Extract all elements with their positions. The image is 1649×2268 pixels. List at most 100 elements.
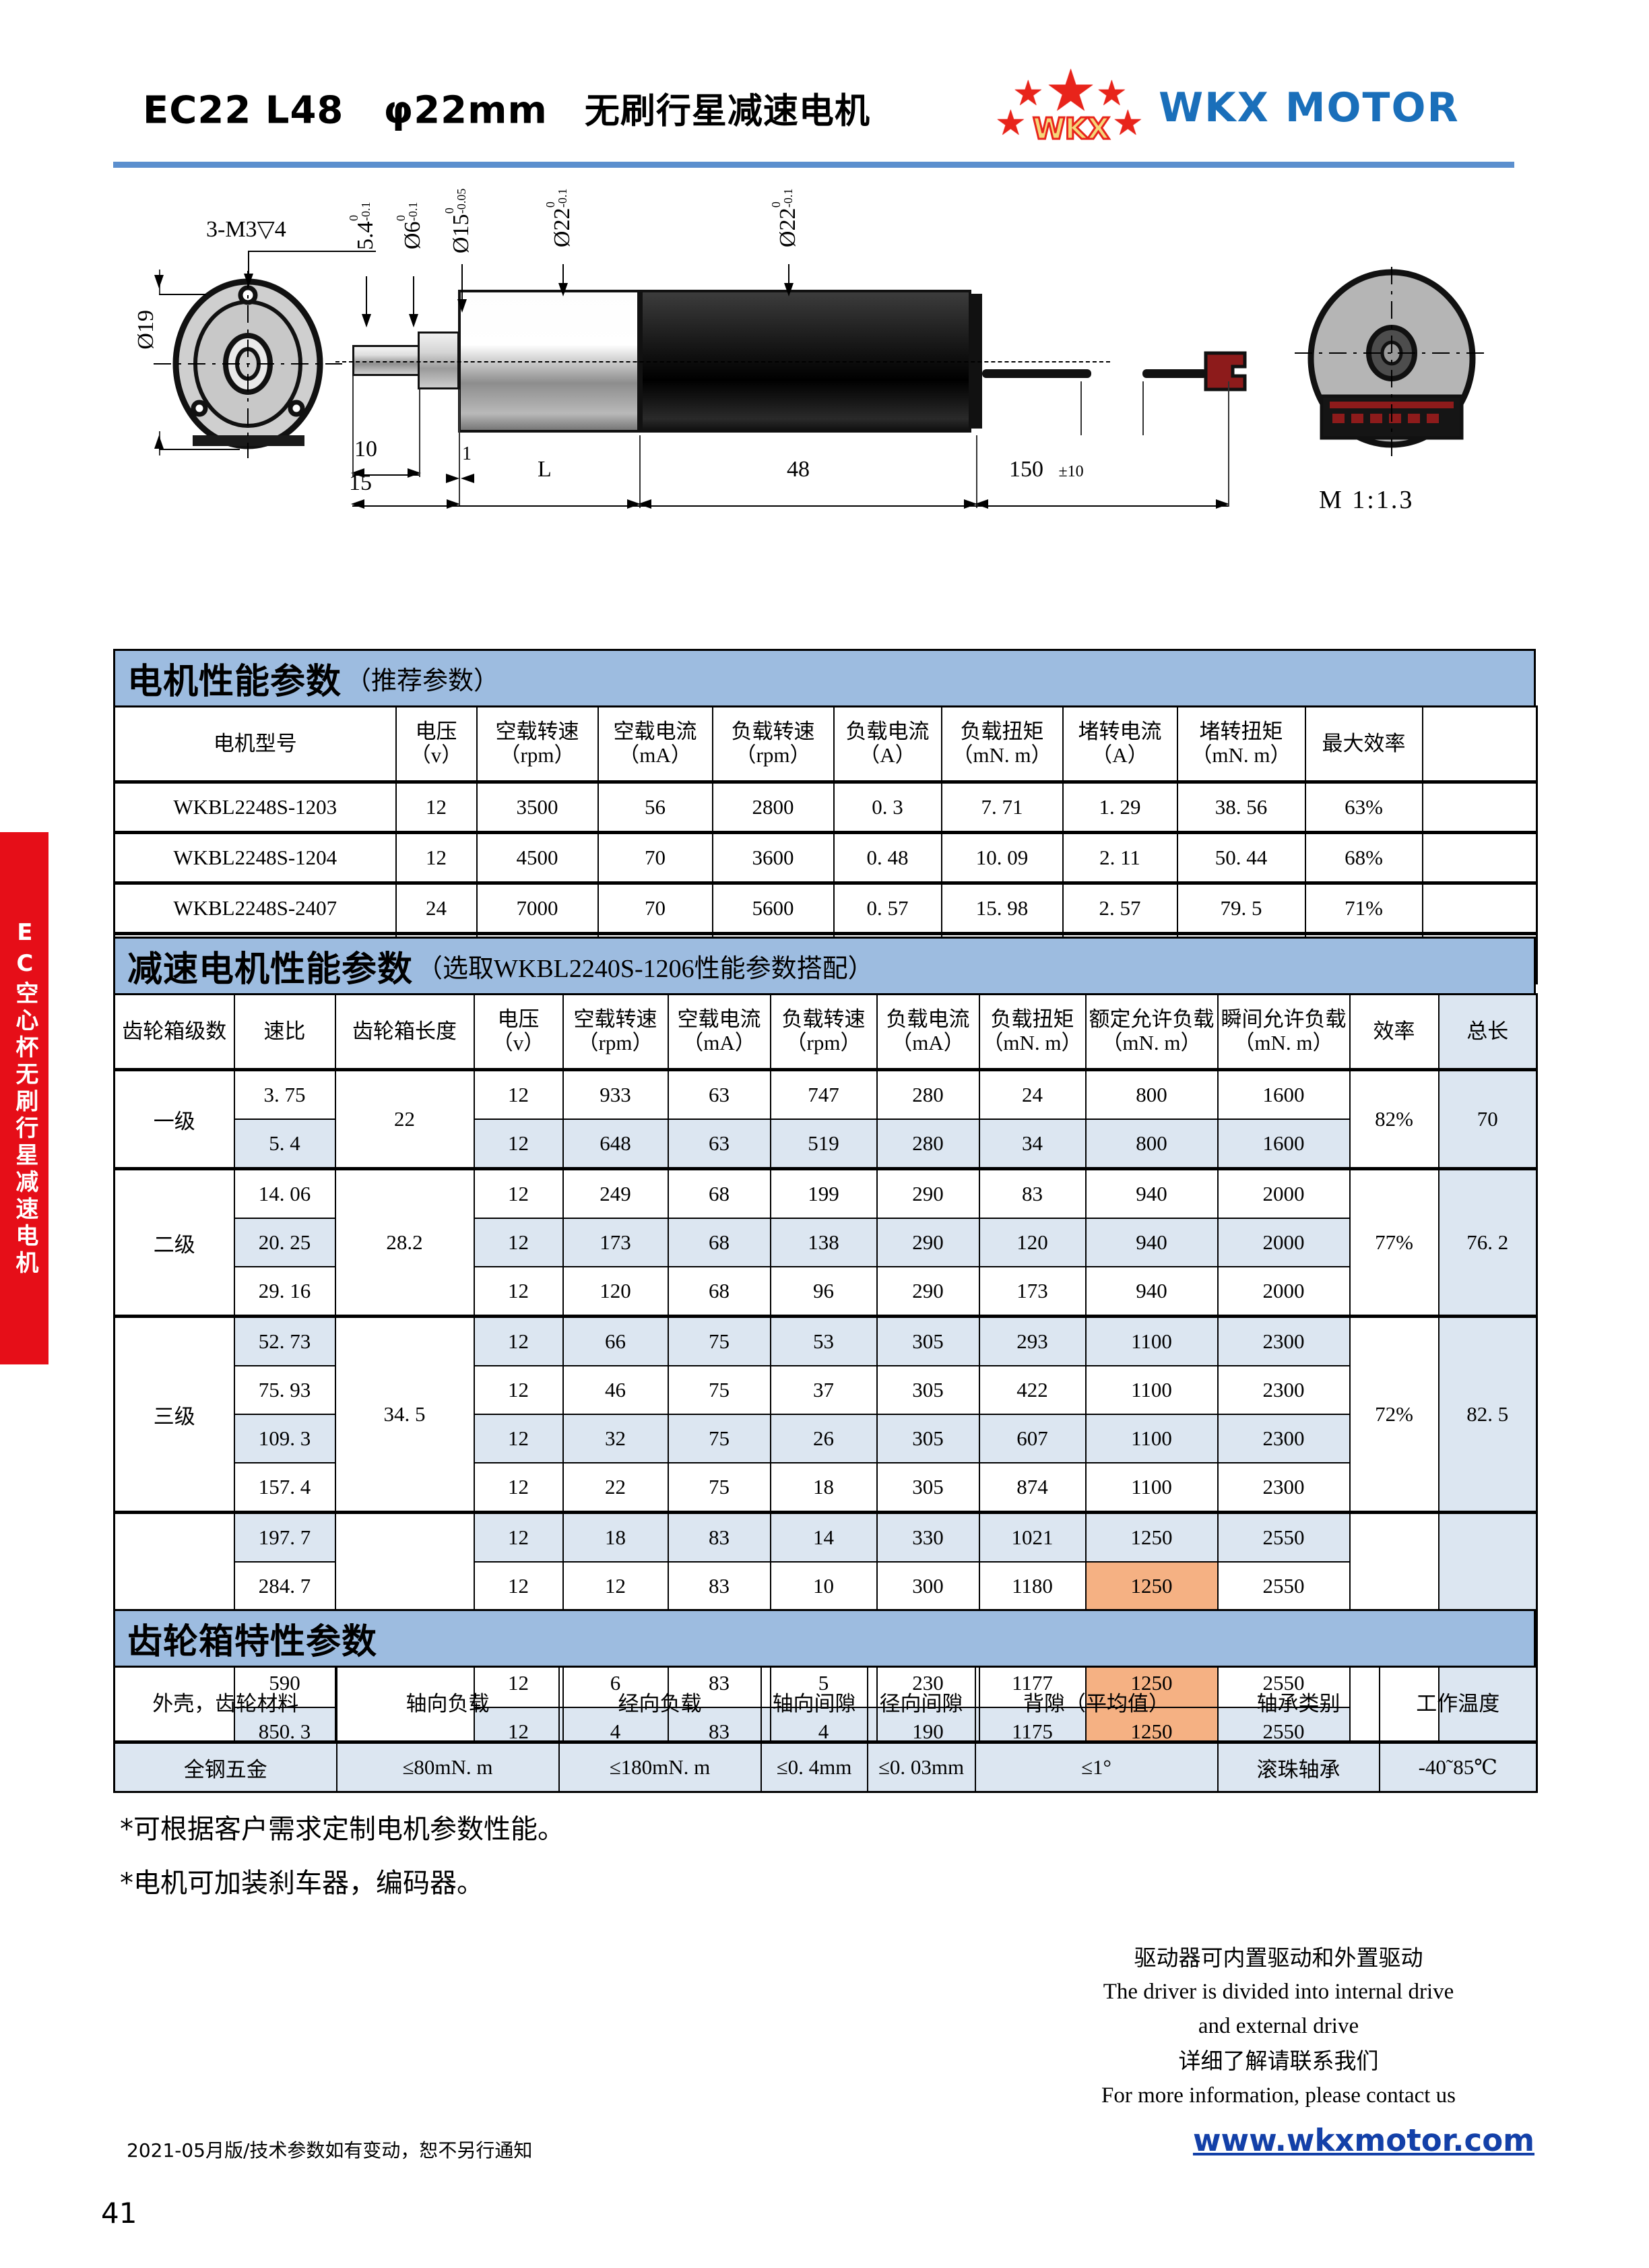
website-link[interactable]: www.wkxmotor.com bbox=[1192, 2122, 1534, 2158]
cell-noload-current: 83 bbox=[667, 1561, 771, 1611]
connector-pigtail bbox=[1142, 369, 1207, 378]
dim-shaft-diameter: Ø6 0 -0.1 bbox=[394, 202, 425, 250]
cell-noload-speed: 3500 bbox=[476, 781, 599, 833]
output-shaft bbox=[352, 345, 420, 376]
table-row: WKBL2248S-1203 12 3500 56 2800 0. 3 7. 7… bbox=[113, 781, 1538, 833]
th-max-efficiency: 最大效率 bbox=[1304, 705, 1423, 783]
th-load-speed: 负载转速 （rpm） bbox=[711, 705, 835, 783]
th-voltage: 电压 （v） bbox=[473, 993, 564, 1071]
cell-noload-speed: 32 bbox=[562, 1414, 669, 1463]
cell-load-speed: 53 bbox=[769, 1315, 878, 1366]
logo-center-text: WKX bbox=[1032, 111, 1111, 148]
footnote-1: *可根据客户需求定制电机参数性能。 bbox=[120, 1814, 564, 1845]
cell-total-length: 76. 2 bbox=[1437, 1168, 1538, 1317]
cell-max-efficiency: 63% bbox=[1304, 781, 1423, 833]
table-row: 284. 7 12 12 83 10 300 1180 1250 2550 bbox=[115, 1561, 1537, 1611]
cell-stall-current: 2. 57 bbox=[1062, 882, 1178, 935]
cell-voltage: 24 bbox=[395, 882, 478, 935]
th-stall-current: 堵转电流 （A） bbox=[1062, 705, 1178, 783]
cell-voltage: 12 bbox=[473, 1069, 564, 1120]
cell-spacer bbox=[1421, 882, 1538, 935]
th-noload-speed: 空载转速 （rpm） bbox=[476, 705, 599, 783]
cell-noload-speed: 22 bbox=[562, 1462, 669, 1513]
cell-load-speed: 96 bbox=[769, 1266, 878, 1317]
contact-line-cn-1: 驱动器可内置驱动和外置驱动 bbox=[1134, 1945, 1423, 1971]
cell-ratio: 284. 7 bbox=[233, 1561, 336, 1611]
cell-noload-speed: 249 bbox=[562, 1168, 669, 1219]
dim-length-15: 15 bbox=[349, 470, 372, 495]
cell-noload-current: 70 bbox=[597, 831, 713, 884]
title-chinese: 无刷行星减速电机 bbox=[584, 91, 870, 132]
cell-gearbox-length: 34. 5 bbox=[334, 1315, 475, 1513]
cell-noload-current: 75 bbox=[667, 1315, 771, 1366]
cell-peak-load: 1600 bbox=[1217, 1119, 1351, 1170]
cell-load-current: 330 bbox=[876, 1511, 980, 1563]
th-spacer bbox=[1421, 705, 1538, 783]
rear-view bbox=[1295, 267, 1489, 457]
cell-noload-speed: 66 bbox=[562, 1315, 669, 1366]
th-load-torque: 负载扭矩 （mN. m） bbox=[940, 705, 1064, 783]
header-divider bbox=[113, 162, 1514, 168]
cell-rated-load: 1100 bbox=[1085, 1414, 1219, 1463]
cell-stall-current: 1. 29 bbox=[1062, 781, 1178, 833]
dim-length-10: 10 bbox=[354, 437, 377, 462]
cell-load-speed: 519 bbox=[769, 1119, 878, 1170]
cell-voltage: 12 bbox=[473, 1266, 564, 1317]
cell-load-current: 0. 48 bbox=[833, 831, 942, 884]
table-row: 四级197. 742. 61218831433010211250255067%9… bbox=[113, 1511, 1538, 1757]
th-spec-7: 工作温度 bbox=[1378, 1666, 1538, 1743]
star-icon-2: ★ bbox=[1045, 59, 1097, 123]
flange-front-view bbox=[154, 271, 342, 458]
cell-noload-current: 63 bbox=[667, 1069, 771, 1120]
cell-noload-current: 75 bbox=[667, 1414, 771, 1463]
contact-note-block: 驱动器可内置驱动和外置驱动 The driver is divided into… bbox=[1023, 1941, 1534, 2113]
th-spec-5: 背隙（平均值） bbox=[974, 1666, 1219, 1743]
cell-load-current: 305 bbox=[876, 1414, 980, 1463]
dim-motor-diameter: Ø22 0 -0.1 bbox=[769, 189, 800, 248]
th-spec-3: 轴向间隙 bbox=[760, 1666, 868, 1743]
cell-load-current: 290 bbox=[876, 1168, 980, 1219]
cell-noload-current: 63 bbox=[667, 1119, 771, 1170]
page-header: EC22 L48 φ22mm 无刷行星减速电机 ★ ★ ★ ★ ★ WKX WK… bbox=[0, 0, 1649, 175]
cell-model: WKBL2248S-2407 bbox=[113, 882, 397, 935]
cell-ratio: 3. 75 bbox=[233, 1069, 336, 1120]
cell-load-torque: 1021 bbox=[978, 1511, 1087, 1563]
cell-load-torque: 173 bbox=[978, 1266, 1087, 1317]
cell-noload-current: 70 bbox=[597, 882, 713, 935]
cell-load-speed: 138 bbox=[769, 1218, 878, 1267]
cell-load-current: 280 bbox=[876, 1069, 980, 1120]
cell-load-speed: 3600 bbox=[711, 831, 835, 884]
star-icon-4: ★ bbox=[995, 104, 1027, 143]
cell-rated-load: 940 bbox=[1085, 1266, 1219, 1317]
gearmotor-performance-section-title: 减速电机性能参数 （选取WKBL2240S-1206性能参数搭配） bbox=[113, 937, 1536, 993]
cell-voltage: 12 bbox=[473, 1462, 564, 1513]
cell-spec-6: 滚珠轴承 bbox=[1217, 1741, 1380, 1793]
dim-length-L: L bbox=[538, 457, 552, 482]
cell-stage-count: 二级 bbox=[113, 1168, 235, 1317]
cell-peak-load: 1600 bbox=[1217, 1069, 1351, 1120]
cell-load-torque: 83 bbox=[978, 1168, 1087, 1219]
th-stall-torque: 堵转扭矩 （mN. m） bbox=[1176, 705, 1306, 783]
brand-name: WKX MOTOR bbox=[1159, 84, 1460, 131]
cell-model: WKBL2248S-1203 bbox=[113, 781, 397, 833]
cell-load-torque: 15. 98 bbox=[940, 882, 1064, 935]
star-icon-3: ★ bbox=[1096, 75, 1128, 113]
table-header-row: 电机型号 电压 （v） 空载转速 （rpm） 空载电流 （mA） 负载转速 （rpm） … bbox=[113, 705, 1538, 783]
th-spec-2: 经向负载 bbox=[558, 1666, 762, 1743]
cell-spacer bbox=[1421, 831, 1538, 884]
cell-total-length: 70 bbox=[1437, 1069, 1538, 1170]
cell-stage-count: 三级 bbox=[113, 1315, 235, 1513]
cell-efficiency: 72% bbox=[1349, 1315, 1440, 1513]
th-efficiency: 效率 bbox=[1349, 993, 1440, 1071]
table-row: WKBL2248S-1204 12 4500 70 3600 0. 48 10.… bbox=[113, 831, 1538, 884]
cell-noload-current: 68 bbox=[667, 1266, 771, 1317]
page-number: 41 bbox=[101, 2197, 137, 2230]
cell-load-speed: 14 bbox=[769, 1511, 878, 1563]
wkx-logo: ★ ★ ★ ★ ★ WKX bbox=[980, 62, 1196, 148]
dim-lead-length: 150 ±10 bbox=[1009, 457, 1084, 482]
cell-gearbox-length: 22 bbox=[334, 1069, 475, 1170]
th-gearbox-length: 齿轮箱长度 bbox=[334, 993, 475, 1071]
th-model: 电机型号 bbox=[113, 705, 397, 783]
cell-spec-3: ≤0. 4mm bbox=[760, 1741, 868, 1793]
th-spec-4: 径向间隙 bbox=[866, 1666, 976, 1743]
